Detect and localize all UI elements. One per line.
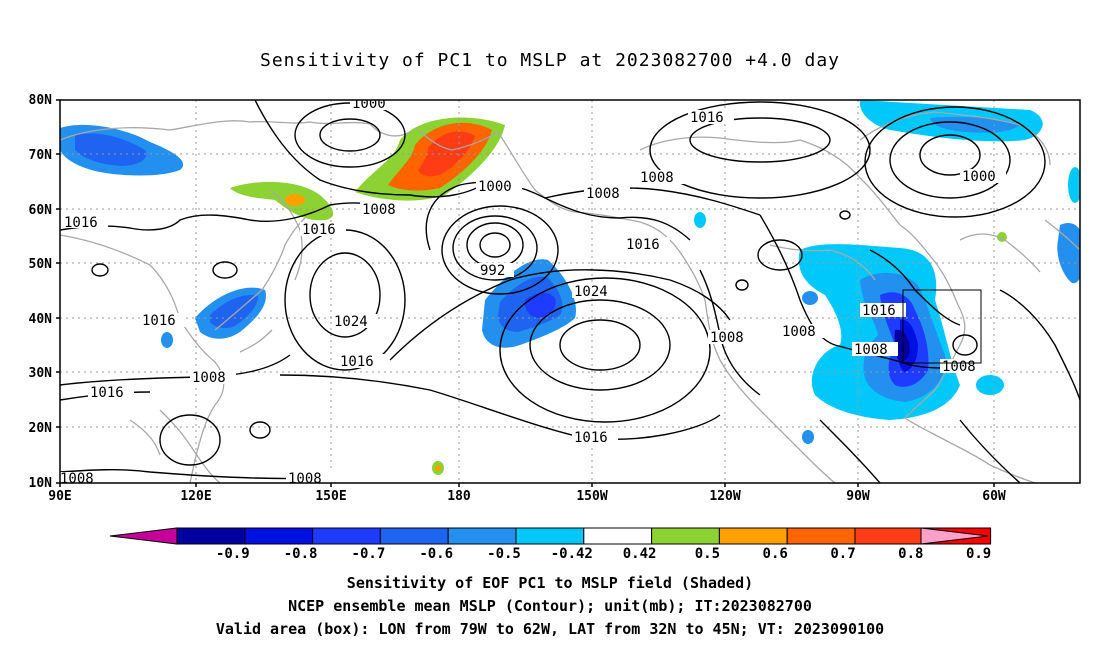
colorbar-box [244, 527, 314, 545]
lon-label: 120W [709, 489, 740, 504]
colorbar-label: -0.8 [284, 546, 318, 562]
colorbar-label: 0.7 [830, 546, 855, 562]
contour-label: 1008 [782, 324, 816, 340]
contour-label: 1008 [192, 370, 226, 386]
contour-label: 1008 [362, 202, 396, 218]
colorbar-box [718, 527, 788, 545]
lat-label: 70N [29, 148, 53, 163]
colorbar-box [583, 527, 653, 545]
lat-label: 40N [29, 312, 53, 327]
axis-ticks [56, 99, 995, 487]
lat-label: 80N [29, 93, 53, 108]
contour-label: 1008 [288, 471, 322, 487]
latitude-labels: 80N 70N 60N 50N 40N 30N 20N 10N [29, 93, 53, 491]
colorbar-label: -0.9 [216, 546, 250, 562]
contour-label: 1008 [710, 330, 744, 346]
coastlines [60, 111, 1080, 483]
caption-line-1: Sensitivity of EOF PC1 to MSLP field (Sh… [346, 574, 754, 592]
colorbar-box [854, 527, 924, 545]
colorbar: -0.9 -0.8 -0.7 -0.6 -0.5 -0.42 0.42 0.5 0.6 0.7 0.… [109, 527, 992, 562]
colorbar-low-arrow [109, 527, 178, 545]
colorbar-label: -0.6 [419, 546, 453, 562]
colorbar-label: -0.42 [551, 546, 593, 562]
contour-label: 1016 [626, 237, 660, 253]
colorbar-boxes [176, 527, 992, 545]
contour-label: 1016 [302, 222, 336, 238]
colorbar-box [515, 527, 585, 545]
colorbar-label: -0.7 [352, 546, 386, 562]
contour-labels: 1000 1016 1000 1008 1008 1008 1000 1016 … [60, 96, 1006, 487]
longitude-labels: 90E 120E 150E 180 150W 120W 90W 60W [48, 489, 1006, 504]
contour-label: 1024 [334, 314, 368, 330]
lon-label: 90W [846, 489, 870, 504]
lon-label: 120E [180, 489, 211, 504]
contour-label: 1024 [574, 284, 608, 300]
colorbar-box [651, 527, 720, 545]
contour-label: 1000 [478, 179, 512, 195]
contour-label: 1008 [942, 359, 976, 375]
contour-label: 1016 [574, 430, 608, 446]
lat-label: 10N [29, 476, 53, 491]
colorbar-label: 0.9 [966, 546, 991, 562]
colorbar-labels: -0.9 -0.8 -0.7 -0.6 -0.5 -0.42 0.42 0.5 0.6 0.7 0.… [216, 546, 991, 562]
contour-label: 1016 [862, 303, 896, 319]
colorbar-high-arrow [920, 527, 989, 545]
contour-label: 1016 [142, 313, 176, 329]
lat-label: 20N [29, 421, 53, 436]
contour-label: 1000 [352, 96, 386, 112]
colorbar-label: 0.8 [898, 546, 923, 562]
lat-label: 30N [29, 366, 53, 381]
colorbar-box [176, 527, 246, 545]
colorbar-label: 0.5 [695, 546, 720, 562]
contour-label: 1016 [690, 110, 724, 126]
contour-label: 1016 [90, 385, 124, 401]
contour-label: 1016 [340, 354, 374, 370]
contour-label: 992 [480, 263, 505, 279]
contour-label: 1016 [64, 215, 98, 231]
contour-label: 1000 [962, 169, 996, 185]
contour-label: 1008 [586, 186, 620, 202]
lat-label: 60N [29, 203, 53, 218]
plot-frame [59, 99, 1081, 484]
lon-label: 180 [447, 489, 471, 504]
colorbar-label: 0.6 [763, 546, 788, 562]
lat-label: 50N [29, 257, 53, 272]
lon-label: 90E [48, 489, 71, 504]
colorbar-box [379, 527, 449, 545]
contour-label: 1008 [640, 170, 674, 186]
map-title: Sensitivity of PC1 to MSLP at 2023082700… [259, 50, 840, 71]
colorbar-box [786, 527, 856, 545]
colorbar-box [312, 527, 381, 545]
caption-line-2: NCEP ensemble mean MSLP (Contour); unit(… [288, 597, 812, 615]
lon-label: 150E [315, 489, 346, 504]
mslp-contours [60, 100, 1080, 483]
colorbar-box [447, 527, 517, 545]
colorbar-label: 0.42 [623, 546, 657, 562]
valid-area-box [902, 289, 982, 364]
contour-label: 1008 [60, 471, 94, 487]
colorbar-label: -0.5 [487, 546, 521, 562]
lon-label: 150W [576, 489, 607, 504]
lon-label: 60W [982, 489, 1006, 504]
contour-label: 1008 [854, 342, 888, 358]
caption-line-3: Valid area (box): LON from 79W to 62W, L… [215, 620, 885, 638]
